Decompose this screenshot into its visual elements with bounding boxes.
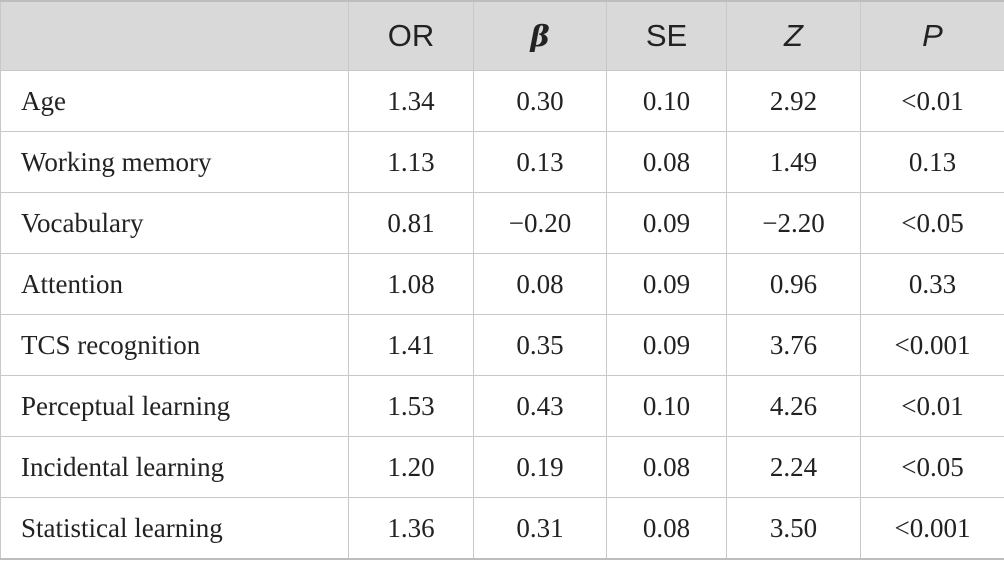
header-cell-se: SE bbox=[606, 0, 727, 71]
table-row: Attention 1.08 0.08 0.09 0.96 0.33 bbox=[0, 253, 1004, 315]
results-table: OR β SE Z P Age 1.34 0.30 0.10 2.92 <0.0… bbox=[0, 0, 1004, 560]
cell-z: 1.49 bbox=[726, 131, 861, 193]
table-row: Incidental learning 1.20 0.19 0.08 2.24 … bbox=[0, 436, 1004, 498]
cell-beta: 0.31 bbox=[473, 497, 607, 560]
cell-or: 1.41 bbox=[348, 314, 474, 376]
cell-beta: 0.35 bbox=[473, 314, 607, 376]
row-label: Statistical learning bbox=[0, 497, 349, 560]
cell-or: 1.20 bbox=[348, 436, 474, 498]
cell-beta: 0.30 bbox=[473, 70, 607, 132]
cell-z: 0.96 bbox=[726, 253, 861, 315]
row-label: Incidental learning bbox=[0, 436, 349, 498]
row-label: Vocabulary bbox=[0, 192, 349, 254]
cell-beta: 0.13 bbox=[473, 131, 607, 193]
cell-beta: 0.08 bbox=[473, 253, 607, 315]
header-cell-empty bbox=[0, 0, 349, 71]
row-label: Attention bbox=[0, 253, 349, 315]
cell-beta: −0.20 bbox=[473, 192, 607, 254]
row-label: TCS recognition bbox=[0, 314, 349, 376]
cell-beta: 0.43 bbox=[473, 375, 607, 437]
cell-or: 1.08 bbox=[348, 253, 474, 315]
cell-z: 3.76 bbox=[726, 314, 861, 376]
cell-p: 0.33 bbox=[860, 253, 1004, 315]
cell-z: 2.92 bbox=[726, 70, 861, 132]
cell-p: <0.05 bbox=[860, 436, 1004, 498]
header-cell-or: OR bbox=[348, 0, 474, 71]
cell-se: 0.10 bbox=[606, 375, 727, 437]
cell-se: 0.08 bbox=[606, 436, 727, 498]
cell-se: 0.09 bbox=[606, 192, 727, 254]
cell-or: 1.53 bbox=[348, 375, 474, 437]
cell-se: 0.08 bbox=[606, 497, 727, 560]
cell-or: 1.36 bbox=[348, 497, 474, 560]
header-cell-beta: β bbox=[473, 0, 607, 71]
cell-se: 0.08 bbox=[606, 131, 727, 193]
table-row: Vocabulary 0.81 −0.20 0.09 −2.20 <0.05 bbox=[0, 192, 1004, 254]
cell-or: 1.13 bbox=[348, 131, 474, 193]
cell-z: 4.26 bbox=[726, 375, 861, 437]
cell-z: 2.24 bbox=[726, 436, 861, 498]
cell-beta: 0.19 bbox=[473, 436, 607, 498]
cell-se: 0.10 bbox=[606, 70, 727, 132]
cell-p: <0.01 bbox=[860, 70, 1004, 132]
row-label: Perceptual learning bbox=[0, 375, 349, 437]
header-row: OR β SE Z P bbox=[0, 0, 1004, 71]
cell-p: <0.01 bbox=[860, 375, 1004, 437]
cell-p: <0.001 bbox=[860, 314, 1004, 376]
cell-z: −2.20 bbox=[726, 192, 861, 254]
table-row: Working memory 1.13 0.13 0.08 1.49 0.13 bbox=[0, 131, 1004, 193]
table-row: Age 1.34 0.30 0.10 2.92 <0.01 bbox=[0, 70, 1004, 132]
table-row: TCS recognition 1.41 0.35 0.09 3.76 <0.0… bbox=[0, 314, 1004, 376]
row-label: Working memory bbox=[0, 131, 349, 193]
row-label: Age bbox=[0, 70, 349, 132]
header-cell-z: Z bbox=[726, 0, 861, 71]
table-row: Perceptual learning 1.53 0.43 0.10 4.26 … bbox=[0, 375, 1004, 437]
cell-z: 3.50 bbox=[726, 497, 861, 560]
cell-or: 0.81 bbox=[348, 192, 474, 254]
cell-p: <0.001 bbox=[860, 497, 1004, 560]
table-row: Statistical learning 1.36 0.31 0.08 3.50… bbox=[0, 497, 1004, 560]
cell-se: 0.09 bbox=[606, 253, 727, 315]
cell-or: 1.34 bbox=[348, 70, 474, 132]
cell-se: 0.09 bbox=[606, 314, 727, 376]
cell-p: <0.05 bbox=[860, 192, 1004, 254]
header-cell-p: P bbox=[860, 0, 1004, 71]
cell-p: 0.13 bbox=[860, 131, 1004, 193]
